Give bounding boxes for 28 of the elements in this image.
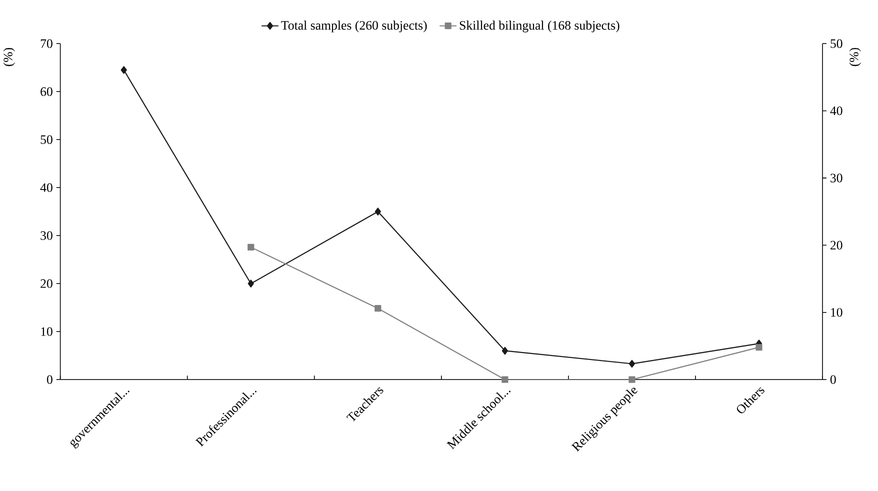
legend-label: Skilled bilingual (168 subjects) [460, 20, 620, 33]
y2-tick-label: 40 [830, 106, 842, 116]
y-tick-label: 10 [41, 327, 52, 336]
point [248, 244, 254, 251]
y2-tick-label: 20 [830, 241, 842, 250]
y-tick-label: 70 [40, 39, 52, 48]
point [628, 376, 636, 384]
y2-tick-label: 30 [830, 174, 842, 183]
point [756, 344, 762, 351]
y2-tick-label: 0 [830, 375, 836, 384]
point [120, 66, 127, 74]
point [374, 208, 381, 216]
y-tick-label: 50 [40, 135, 52, 144]
y2-tick-label: 10 [831, 308, 842, 317]
y2-axis-title: (%) [849, 48, 861, 66]
y2-tick-label: 50 [830, 39, 842, 48]
point [502, 376, 508, 384]
y-tick-label: 30 [40, 231, 52, 240]
y-tick-label: 60 [40, 87, 52, 96]
y-tick-label: 40 [40, 183, 52, 192]
point [628, 360, 636, 368]
y-tick-label: 20 [40, 279, 52, 288]
y-axis-title: (%) [3, 48, 15, 66]
point [502, 347, 508, 355]
point [248, 280, 254, 288]
point [374, 305, 382, 312]
y-tick-label: 0 [46, 375, 52, 384]
legend-label: Total samples (260 subjects) [281, 20, 427, 33]
